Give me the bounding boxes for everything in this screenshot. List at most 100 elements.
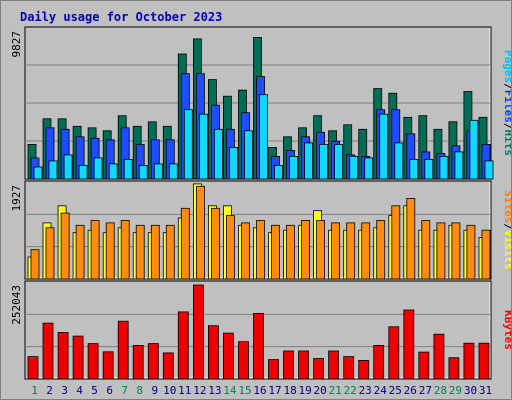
mid-bar-sites-day-24 xyxy=(376,220,386,280)
x-tick-label-day-7: 7 xyxy=(121,384,128,397)
top-bar-pages-day-1 xyxy=(33,166,43,180)
x-tick-label-day-20: 20 xyxy=(313,384,326,397)
bottom-bar-kbytes-day-12 xyxy=(192,284,204,380)
x-tick-label-day-24: 24 xyxy=(374,384,388,397)
mid-legend-visits: Visits xyxy=(502,230,511,270)
mid-bar-sites-day-18 xyxy=(286,224,295,280)
x-tick-label-day-19: 19 xyxy=(298,384,311,397)
mid-bar-sites-day-19 xyxy=(301,220,311,280)
bottom-bar-kbytes-day-23 xyxy=(358,359,370,380)
mid-bar-sites-day-23 xyxy=(361,222,371,280)
top-bar-pages-day-27 xyxy=(424,158,434,180)
bottom-bar-kbytes-day-5 xyxy=(87,343,99,380)
mid-bar-sites-day-8 xyxy=(135,224,145,280)
mid-bar-sites-day-30 xyxy=(466,224,476,280)
bottom-bar-kbytes-day-19 xyxy=(298,350,310,380)
bottom-legend-kbytes: KBytes xyxy=(502,310,511,350)
top-bar-pages-day-18 xyxy=(289,155,298,180)
top-bar-pages-day-7 xyxy=(123,158,133,180)
x-tick-label-day-21: 21 xyxy=(329,384,342,397)
bottom-bar-kbytes-day-7 xyxy=(117,320,129,380)
top-bar-pages-day-25 xyxy=(394,142,404,180)
top-bar-pages-day-11 xyxy=(183,109,193,180)
x-tick-label-day-4: 4 xyxy=(76,384,83,397)
top-bar-pages-day-28 xyxy=(439,155,449,180)
bottom-bar-kbytes-day-13 xyxy=(207,325,219,380)
top-bar-pages-day-30 xyxy=(469,119,479,180)
mid-bar-sites-day-31 xyxy=(481,229,491,280)
x-tick-label-day-26: 26 xyxy=(404,384,417,397)
x-tick-label-day-17: 17 xyxy=(268,384,281,397)
mid-bar-sites-day-25 xyxy=(391,205,401,280)
bottom-bar-kbytes-day-30 xyxy=(463,342,475,380)
top-bar-pages-day-8 xyxy=(138,164,148,180)
top-bar-pages-day-17 xyxy=(274,164,283,180)
mid-bar-sites-day-10 xyxy=(165,224,175,280)
bottom-bar-kbytes-day-17 xyxy=(268,359,279,380)
top-legend-separator: / xyxy=(502,123,511,130)
top-legend: Pages/Files/Hits xyxy=(502,50,511,156)
top-bar-pages-day-15 xyxy=(244,130,253,180)
bottom-bar-kbytes-day-22 xyxy=(343,356,355,380)
mid-bar-sites-day-9 xyxy=(150,224,160,280)
x-tick-label-day-16: 16 xyxy=(253,384,266,397)
mid-legend-separator: / xyxy=(502,223,511,230)
mid-bar-sites-day-4 xyxy=(75,224,85,280)
mid-bar-sites-day-20 xyxy=(316,220,326,280)
top-bar-pages-day-29 xyxy=(454,151,464,180)
mid-bar-sites-day-12 xyxy=(195,185,205,280)
x-tick-label-day-14: 14 xyxy=(223,384,237,397)
bottom-bar-kbytes-day-2 xyxy=(42,322,54,380)
top-legend-pages: Pages xyxy=(502,50,511,83)
top-bar-pages-day-5 xyxy=(93,157,103,180)
top-bar-pages-day-21 xyxy=(334,143,344,180)
mid-bar-sites-day-13 xyxy=(210,207,220,280)
bottom-bar-kbytes-day-24 xyxy=(373,344,385,380)
mid-legend-sites: Sites xyxy=(502,190,511,223)
bottom-bar-kbytes-day-9 xyxy=(147,343,159,380)
mid-bar-sites-day-6 xyxy=(105,222,115,280)
x-tick-label-day-12: 12 xyxy=(193,384,206,397)
x-tick-label-day-3: 3 xyxy=(61,384,68,397)
x-tick-label-day-30: 30 xyxy=(464,384,477,397)
mid-bar-sites-day-5 xyxy=(90,220,100,280)
bottom-bar-kbytes-day-15 xyxy=(238,341,249,380)
mid-bar-sites-day-22 xyxy=(346,222,356,280)
top-bar-pages-day-20 xyxy=(319,143,329,180)
x-tick-label-day-27: 27 xyxy=(419,384,432,397)
mid-bar-sites-day-2 xyxy=(45,227,55,280)
mid-max-label: 1927 xyxy=(10,185,23,212)
mid-legend: Sites/Visits xyxy=(502,190,511,270)
bottom-bar-kbytes-day-4 xyxy=(72,335,84,380)
top-bar-pages-day-12 xyxy=(198,113,208,180)
bottom-bar-kbytes-day-20 xyxy=(313,358,325,380)
x-tick-label-day-5: 5 xyxy=(91,384,98,397)
bottom-bar-kbytes-day-27 xyxy=(418,351,430,380)
bottom-bar-kbytes-day-1 xyxy=(27,356,39,380)
bottom-bar-kbytes-day-29 xyxy=(448,357,460,380)
bottom-legend: KBytes xyxy=(502,310,511,350)
top-legend-hits: Hits xyxy=(502,130,511,157)
x-tick-label-day-13: 13 xyxy=(208,384,221,397)
x-tick-label-day-22: 22 xyxy=(344,384,357,397)
bottom-bar-kbytes-day-3 xyxy=(57,331,69,380)
x-tick-label-day-6: 6 xyxy=(106,384,113,397)
mid-bar-sites-day-15 xyxy=(241,222,250,280)
top-bar-pages-day-13 xyxy=(213,128,223,180)
x-tick-label-day-25: 25 xyxy=(389,384,402,397)
top-bar-pages-day-14 xyxy=(228,146,238,180)
top-bar-pages-day-3 xyxy=(63,154,73,180)
top-max-label: 9827 xyxy=(10,31,23,58)
top-bar-pages-day-9 xyxy=(153,163,163,180)
mid-bar-sites-day-29 xyxy=(451,222,461,280)
bottom-bar-kbytes-day-6 xyxy=(102,351,114,380)
top-bar-pages-day-22 xyxy=(349,155,359,180)
x-tick-label-day-15: 15 xyxy=(238,384,251,397)
top-bar-pages-day-10 xyxy=(168,163,178,180)
top-bar-pages-day-24 xyxy=(379,113,389,180)
bottom-bar-kbytes-day-16 xyxy=(253,312,264,380)
top-bar-pages-day-4 xyxy=(78,164,88,180)
mid-bar-sites-day-27 xyxy=(421,220,431,280)
bottom-bar-kbytes-day-8 xyxy=(132,344,144,380)
